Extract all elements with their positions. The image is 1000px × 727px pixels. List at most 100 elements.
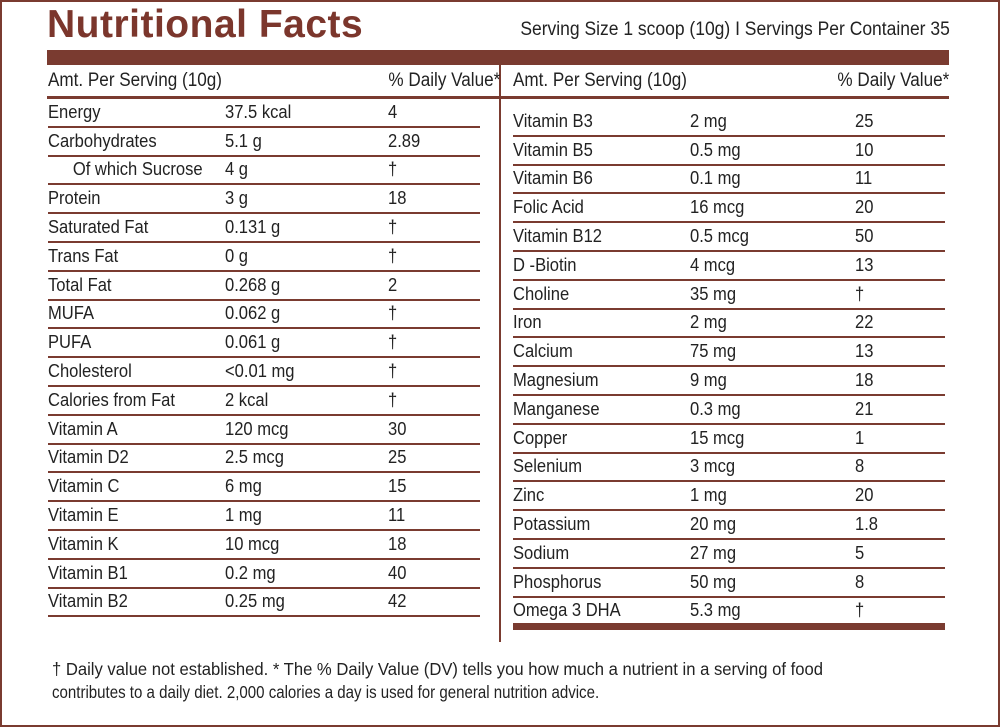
nutrient-name: Vitamin A	[48, 418, 118, 439]
nutrient-name: Vitamin B6	[513, 168, 593, 189]
daily-value: 42	[388, 591, 407, 612]
table-row: Manganese 0.3 mg 21	[513, 396, 945, 425]
daily-value: †	[855, 283, 865, 304]
nutrient-amount: 20 mg	[690, 514, 737, 535]
amount-per-serving-header: Amt. Per Serving (10g)	[48, 69, 222, 91]
table-row: Omega 3 DHA 5.3 mg †	[513, 598, 945, 630]
table-row: Vitamin B2 0.25 mg 42	[48, 589, 480, 618]
nutrient-amount: 10 mcg	[225, 533, 280, 554]
nutrient-name: Zinc	[513, 485, 545, 506]
nutrient-amount: 75 mg	[690, 341, 737, 362]
daily-value: 2.89	[388, 130, 421, 151]
table-row: Cholesterol <0.01 mg †	[48, 358, 480, 387]
table-row: Vitamin D2 2.5 mcg 25	[48, 445, 480, 474]
daily-value: 13	[855, 341, 874, 362]
nutrient-amount: 4 g	[225, 159, 249, 180]
table-row: Vitamin B3 2 mg 25	[513, 108, 945, 137]
nutrient-name: Iron	[513, 312, 542, 333]
table-row: Vitamin C 6 mg 15	[48, 473, 480, 503]
daily-value: 11	[855, 168, 873, 189]
daily-value: †	[388, 389, 398, 410]
nutrient-amount: 1 mg	[690, 485, 727, 506]
nutrient-name: Of which Sucrose	[72, 159, 203, 180]
nutrient-name: Vitamin C	[48, 476, 120, 497]
amount-per-serving-header: Amt. Per Serving (10g)	[513, 69, 687, 91]
nutrient-amount: 3 mcg	[690, 456, 736, 477]
nutrient-amount: 0.061 g	[225, 332, 281, 353]
daily-value: 1	[855, 427, 865, 448]
nutrient-name: Calcium	[513, 341, 573, 362]
daily-value: 4	[388, 101, 398, 122]
nutrient-name: Magnesium	[513, 370, 599, 391]
nutrient-amount: 3 g	[225, 188, 249, 209]
nutrient-amount: 2 mg	[690, 312, 727, 333]
nutrient-amount: 0.268 g	[225, 274, 281, 295]
table-row: Copper 15 mcg 1	[513, 425, 945, 454]
nutrient-name: Calories from Fat	[48, 389, 176, 410]
table-row: Choline 35 mg †	[513, 281, 945, 310]
nutrient-amount: 0 g	[225, 245, 249, 266]
left-nutrient-table: Amt. Per Serving (10g) % Daily Value* En…	[47, 65, 500, 618]
nutrient-amount: 6 mg	[225, 476, 262, 497]
daily-value: 2	[388, 274, 398, 295]
nutrient-name: Choline	[513, 283, 570, 304]
nutrient-name: Vitamin B2	[48, 591, 128, 612]
table-row: Trans Fat 0 g †	[48, 243, 480, 272]
nutrient-name: Sodium	[513, 542, 570, 563]
nutrient-name: PUFA	[48, 332, 92, 353]
daily-value: †	[388, 159, 398, 180]
daily-value-header: % Daily Value*	[388, 69, 500, 91]
nutrient-amount: 0.062 g	[225, 303, 281, 324]
nutrient-name: Total Fat	[48, 274, 112, 295]
table-row: Iron 2 mg 22	[513, 310, 945, 339]
nutrient-amount: 9 mg	[690, 370, 727, 391]
table-row: Vitamin A 120 mcg 30	[48, 416, 480, 445]
table-row: Protein 3 g 18	[48, 185, 480, 215]
nutrient-name: Vitamin B1	[48, 562, 128, 583]
nutrient-list: Vitamin B3 2 mg 25 Vitamin B5 0.5 mg 10 Vitami…	[513, 108, 945, 630]
daily-value-header: % Daily Value*	[837, 69, 949, 91]
table-row: Total Fat 0.268 g 2	[48, 272, 480, 301]
nutrient-name: Vitamin D2	[48, 447, 129, 468]
nutrient-name: Vitamin K	[48, 533, 119, 554]
nutrient-amount: 2 mg	[690, 110, 727, 131]
table-row: Selenium 3 mcg 8	[513, 454, 945, 483]
daily-value: 5	[855, 542, 865, 563]
nutrient-name: Carbohydrates	[48, 130, 157, 151]
daily-value: 18	[855, 370, 874, 391]
table-row: Saturated Fat 0.131 g †	[48, 214, 480, 243]
nutrient-name: Vitamin E	[48, 505, 119, 526]
table-row: Vitamin B1 0.2 mg 40	[48, 560, 480, 589]
nutrient-name: Trans Fat	[48, 245, 119, 266]
nutrient-amount: 15 mcg	[690, 427, 745, 448]
daily-value: 25	[388, 447, 407, 468]
nutrient-amount: 0.131 g	[225, 217, 281, 238]
footnote-line-1: † Daily value not established. * The % D…	[52, 659, 824, 679]
nutrient-amount: 2 kcal	[225, 389, 269, 410]
nutrient-amount: 5.3 mg	[690, 599, 741, 620]
table-header: Amt. Per Serving (10g) % Daily Value*	[499, 65, 949, 99]
right-nutrient-table: Amt. Per Serving (10g) % Daily Value* Vi…	[499, 65, 949, 630]
nutrient-amount: 16 mcg	[690, 197, 745, 218]
nutrient-amount: 0.25 mg	[225, 591, 285, 612]
table-row: Vitamin K 10 mcg 18	[48, 531, 480, 560]
table-row: Calories from Fat 2 kcal †	[48, 387, 480, 416]
daily-value: 50	[855, 226, 874, 247]
daily-value: 18	[388, 533, 407, 554]
nutrient-amount: 120 mcg	[225, 418, 289, 439]
nutrient-name: Folic Acid	[513, 197, 584, 218]
table-row: Vitamin E 1 mg 11	[48, 502, 480, 531]
nutrient-name: Protein	[48, 188, 101, 209]
nutrient-amount: 37.5 kcal	[225, 101, 292, 122]
table-row: Of which Sucrose 4 g †	[48, 157, 480, 186]
nutrient-amount: 4 mcg	[690, 254, 736, 275]
nutrient-name: Saturated Fat	[48, 217, 149, 238]
daily-value: †	[388, 332, 398, 353]
daily-value: 20	[855, 485, 874, 506]
nutrient-amount: 27 mg	[690, 542, 737, 563]
daily-value: 20	[855, 197, 874, 218]
table-row: Carbohydrates 5.1 g 2.89	[48, 128, 480, 157]
daily-value: †	[388, 303, 398, 324]
page-title: Nutritional Facts	[47, 3, 364, 46]
